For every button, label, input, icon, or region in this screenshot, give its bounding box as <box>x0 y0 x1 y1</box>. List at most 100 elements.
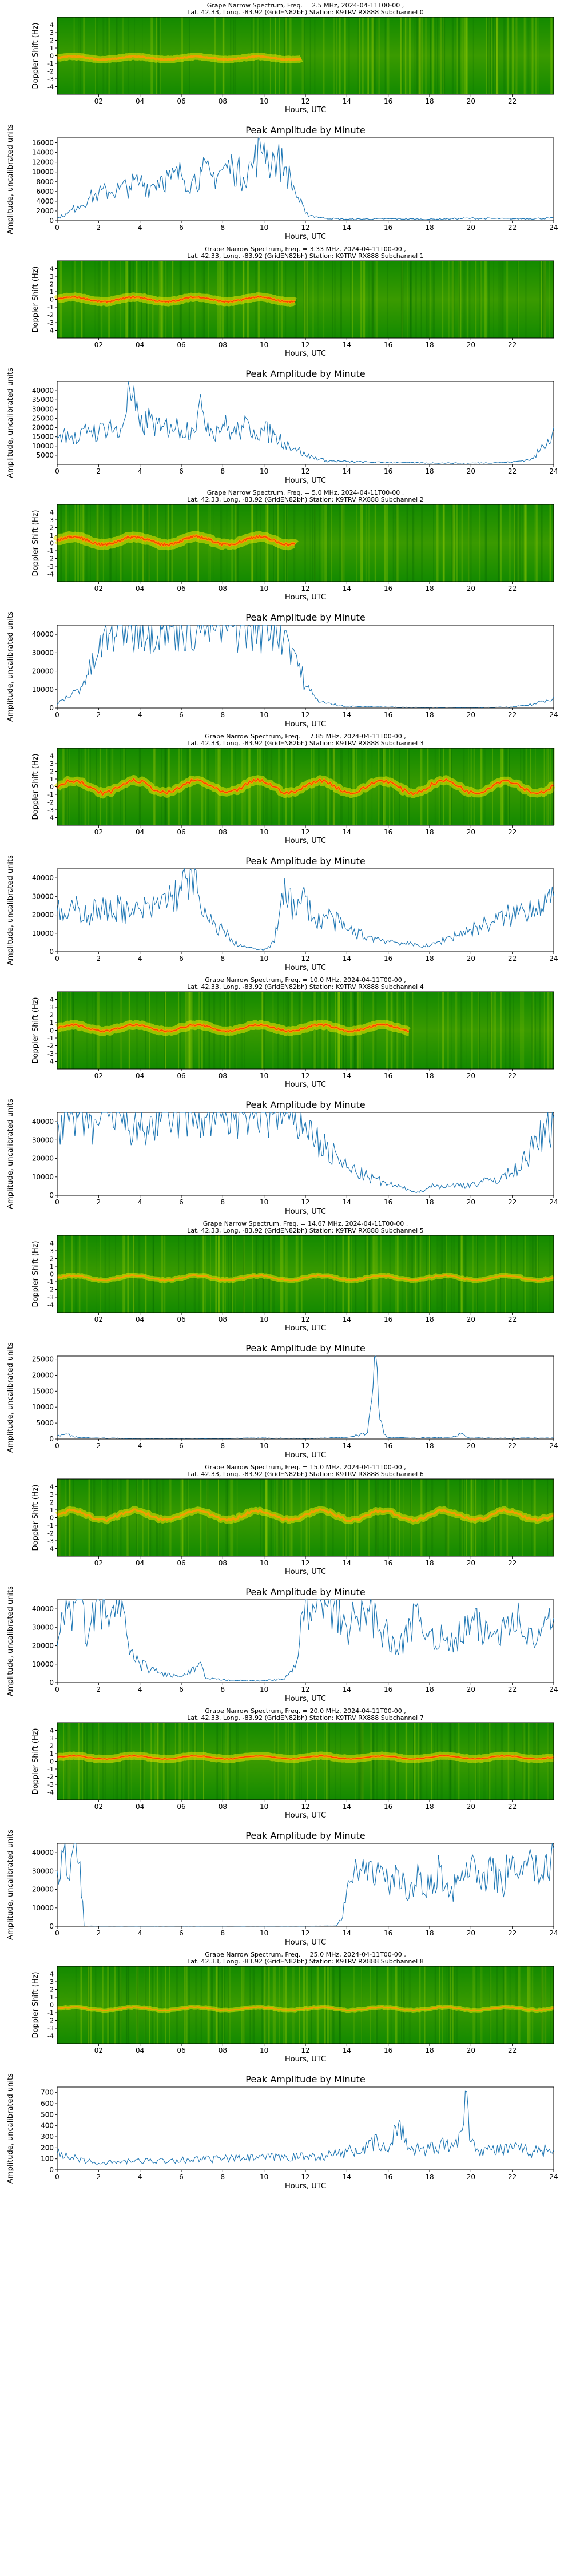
spectrogram-ytick-label: 0 <box>50 53 54 60</box>
amplitude-ytick-label: 30000 <box>32 1623 54 1631</box>
spectrogram-texture <box>447 1966 450 2044</box>
amplitude-ytick-label: 40000 <box>32 387 54 395</box>
amplitude-xtick-label: 20 <box>467 467 475 475</box>
spectrogram-texture <box>289 17 292 94</box>
spectrogram-texture <box>434 1723 435 1800</box>
spectrogram-texture <box>281 748 283 825</box>
spectrogram-texture <box>509 1966 511 2044</box>
spectrogram-texture <box>203 1723 204 1800</box>
amplitude-ytick-label: 400 <box>41 2122 54 2130</box>
spectrogram-texture <box>392 504 395 582</box>
spectrogram-ytick-label: 1 <box>50 1263 54 1270</box>
spectrogram-texture <box>523 1235 524 1313</box>
spectrogram-texture <box>192 992 194 1069</box>
spectrogram-ytick-label: -1 <box>47 1522 54 1529</box>
spectrogram-texture <box>340 261 342 338</box>
amplitude-ytick-label: 10000 <box>32 168 54 176</box>
spectrogram-xtick-label: 08 <box>219 828 227 836</box>
spectrogram-title: Grape Narrow Spectrum, Freq. = 25.0 MHz,… <box>205 1951 406 1958</box>
spectrogram-xtick-label: 06 <box>177 97 185 105</box>
spectrogram-texture <box>513 1723 515 1800</box>
spectrogram-texture <box>390 1966 392 2044</box>
spectrogram-texture <box>468 504 470 582</box>
spectrogram-texture <box>201 748 203 825</box>
spectrogram-ytick-label: 1 <box>50 1750 54 1758</box>
spectrogram-texture <box>374 504 376 582</box>
spectrogram-texture <box>470 504 472 582</box>
spectrogram-ytick-label: 2 <box>50 1499 54 1506</box>
spectrogram-xtick-label: 16 <box>384 2046 392 2054</box>
spectrogram-texture <box>142 1479 144 1556</box>
spectrogram-texture <box>443 17 446 94</box>
spectrogram-texture <box>88 1966 89 2044</box>
amplitude-series-line <box>57 1843 554 1927</box>
spectrogram-xtick-label: 22 <box>508 1559 517 1567</box>
spectrogram-ytick-label: 4 <box>50 509 54 516</box>
spectrogram-texture <box>152 1966 153 2044</box>
spectrogram-texture <box>378 17 380 94</box>
spectrogram-ylabel: Doppler Shift (Hz) <box>31 1728 40 1795</box>
spectrogram-texture <box>442 261 444 338</box>
spectrogram-ytick-label: 4 <box>50 1727 54 1735</box>
spectrogram-texture <box>107 1966 109 2044</box>
spectrogram-texture <box>415 261 417 338</box>
spectrogram-texture <box>430 17 431 94</box>
spectrogram-xtick-label: 02 <box>94 97 103 105</box>
spectrogram-texture <box>543 748 545 825</box>
spectrogram-texture <box>436 17 439 94</box>
spectrogram-texture <box>333 17 335 94</box>
spectrogram-texture <box>362 17 364 94</box>
spectrogram-xtick-label: 10 <box>260 1559 268 1567</box>
spectrogram-xtick-label: 08 <box>219 97 227 105</box>
spectrogram-ytick-label: -3 <box>47 2025 54 2032</box>
spectrogram-texture <box>339 504 341 582</box>
spectrogram-ytick-label: 2 <box>50 37 54 45</box>
spectrogram-texture <box>388 1723 391 1800</box>
spectrogram-texture <box>416 17 419 94</box>
spectrogram-texture <box>314 17 316 94</box>
spectrogram-texture <box>484 504 487 582</box>
amplitude-ytick-label: 10000 <box>32 929 54 937</box>
amplitude-frame <box>57 868 554 952</box>
amplitude-xtick-label: 14 <box>343 224 351 232</box>
spectrogram-texture <box>316 1966 319 2044</box>
spectrogram-xtick-label: 08 <box>219 341 227 349</box>
spectrogram-texture <box>327 1723 329 1800</box>
spectrogram-texture <box>263 992 265 1069</box>
spectrogram-texture <box>515 1966 518 2044</box>
spectrogram-texture <box>197 504 199 582</box>
spectrogram-texture <box>447 1479 450 1556</box>
amplitude-xtick-label: 10 <box>260 1198 268 1206</box>
spectrogram-texture <box>459 1235 460 1313</box>
spectrogram-texture <box>339 1966 341 2044</box>
spectrogram-texture <box>545 261 546 338</box>
spectrogram-texture <box>194 1723 196 1800</box>
spectrogram-texture <box>505 992 507 1069</box>
spectrogram-band-core <box>57 1023 409 1033</box>
spectrogram-texture <box>400 261 403 338</box>
amplitude-xtick-label: 0 <box>55 2173 59 2181</box>
amplitude-xtick-label: 4 <box>138 1929 142 1937</box>
spectrogram-texture <box>200 1479 202 1556</box>
spectrogram-panel-2: Grape Narrow Spectrum, Freq. = 5.0 MHz, … <box>31 489 554 602</box>
spectrogram-xtick-label: 16 <box>384 1803 392 1811</box>
spectrogram-texture <box>272 1966 274 2044</box>
spectrogram-ytick-label: -3 <box>47 563 54 570</box>
spectrogram-ytick-label: -1 <box>47 1278 54 1286</box>
spectrogram-texture <box>369 1235 370 1313</box>
spectrogram-xtick-label: 04 <box>136 97 144 105</box>
spectrogram-texture <box>500 1479 503 1556</box>
spectrogram-texture <box>507 1479 509 1556</box>
spectrogram-texture <box>332 1235 333 1313</box>
spectrogram-texture <box>414 17 416 94</box>
spectrogram-texture <box>360 504 363 582</box>
spectrogram-texture <box>514 504 515 582</box>
spectrogram-texture <box>140 1723 141 1800</box>
spectrogram-xlabel: Hours, UTC <box>285 1568 326 1576</box>
spectrogram-xtick-label: 20 <box>467 341 475 349</box>
spectrogram-texture <box>508 1723 510 1800</box>
spectrogram-xlabel: Hours, UTC <box>285 106 326 114</box>
amplitude-title: Peak Amplitude by Minute <box>245 1830 366 1841</box>
amplitude-panel-6: Peak Amplitude by Minute 0 10000 20000 30000… <box>6 1586 558 1703</box>
spectrogram-texture <box>320 1479 323 1556</box>
